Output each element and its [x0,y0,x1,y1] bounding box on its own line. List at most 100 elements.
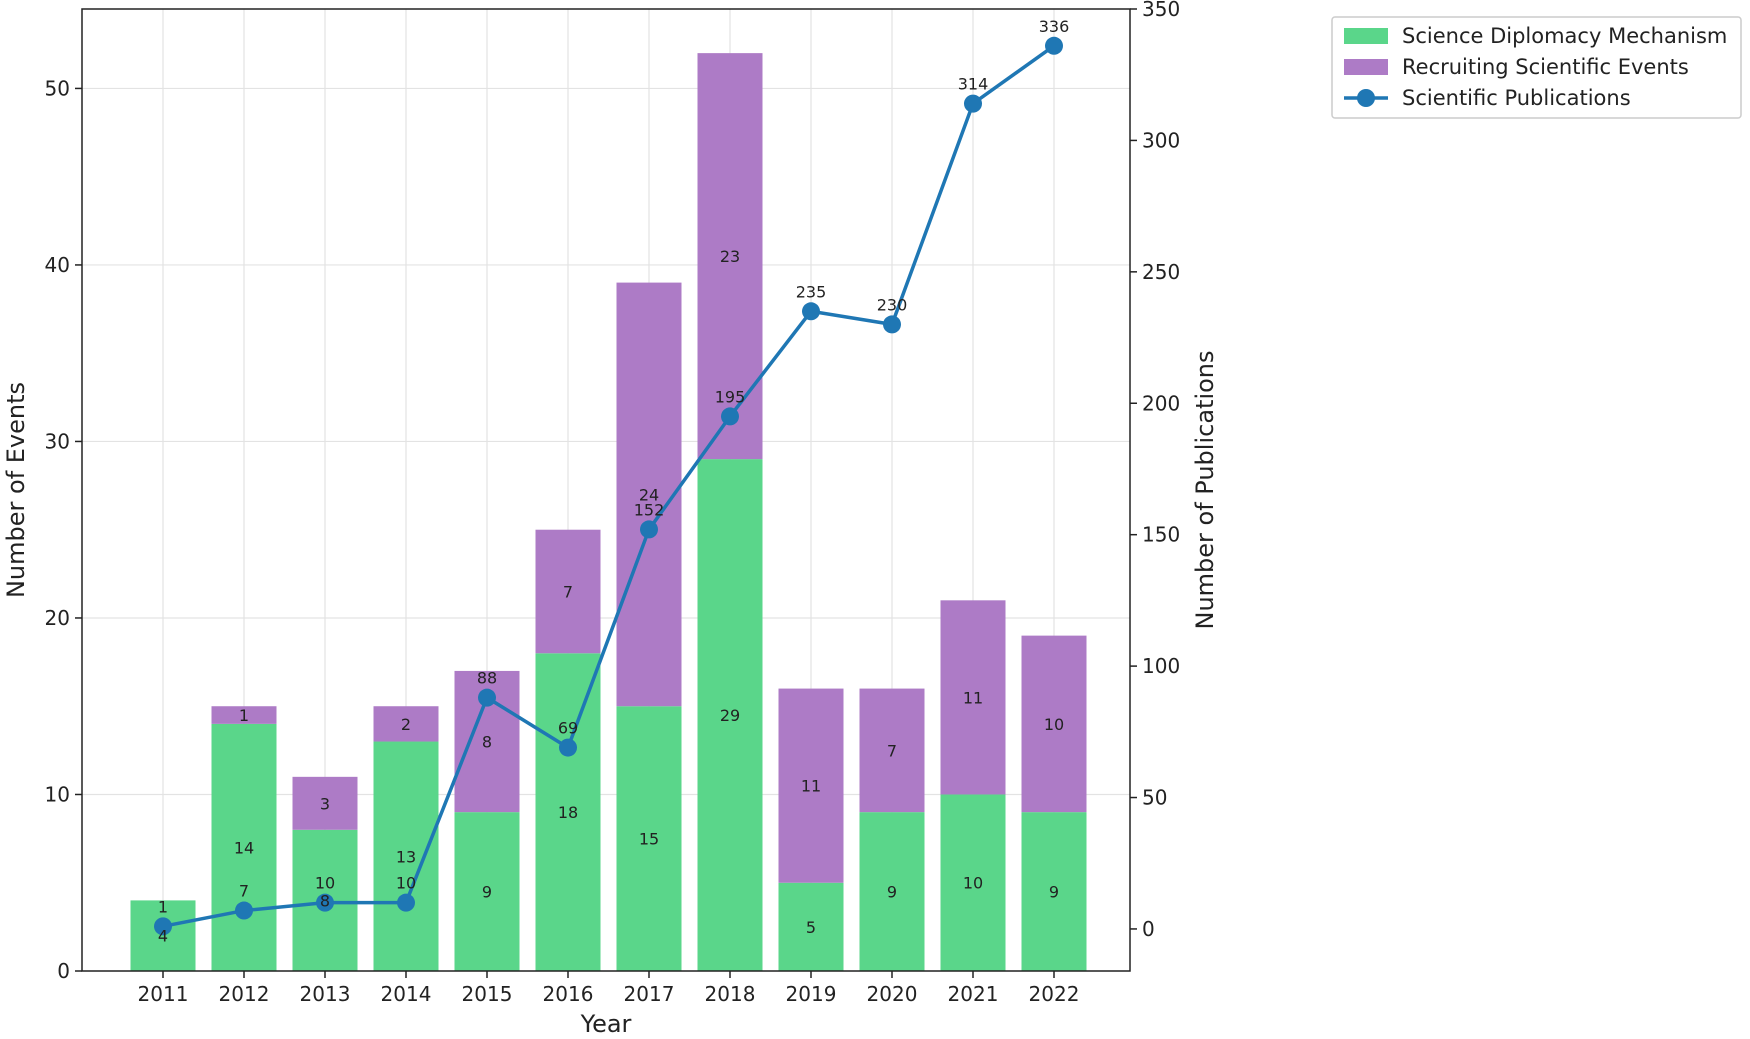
bar-recruiting-events-2021 [940,600,1006,795]
publications-point-2022 [1045,36,1063,55]
x-tick-label-2013: 2013 [300,982,351,1006]
bar-science-diplomacy-2012 [211,723,277,971]
x-tick-label-2022: 2022 [1029,982,1080,1006]
left-y-tick-label-0: 0 [57,959,70,983]
bar-science-diplomacy-2022 [1021,812,1087,971]
publications-point-2012 [235,901,253,920]
bar-science-diplomacy-2016 [535,653,601,971]
label-recruiting-events-2019: 11 [801,777,821,796]
left-y-tick-label-20: 20 [45,606,70,630]
label-recruiting-events-2016: 7 [563,582,573,601]
bar-recruiting-events-2018 [697,53,763,460]
publications-point-2015 [478,688,496,707]
bar-recruiting-events-2020 [859,688,925,813]
label-recruiting-events-2015: 8 [482,733,492,752]
legend-label-recruiting-events: Recruiting Scientific Events [1402,55,1689,79]
label-publications-2022: 336 [1039,17,1070,36]
label-recruiting-events-2012: 1 [239,706,249,725]
x-tick-label-2020: 2020 [867,982,918,1006]
legend-label-science-diplomacy: Science Diplomacy Mechanism [1402,24,1727,48]
right-y-tick-label-350: 350 [1142,0,1180,21]
publications-point-2021 [964,94,982,113]
label-science-diplomacy-2022: 9 [1049,883,1059,902]
right-y-tick-label-50: 50 [1142,786,1167,810]
label-science-diplomacy-2021: 10 [963,874,983,893]
left-y-tick-label-30: 30 [45,429,70,453]
x-tick-label-2019: 2019 [786,982,837,1006]
label-science-diplomacy-2019: 5 [806,918,816,937]
bar-science-diplomacy-2017 [616,706,682,971]
bar-recruiting-events-2016 [535,529,601,654]
publications-point-2017 [640,520,658,539]
bar-recruiting-events-2014 [373,706,439,742]
legend-marker-publications [1357,89,1375,107]
left-y-axis-title: Number of Events [2,382,30,598]
publications-point-2011 [154,917,172,936]
right-y-tick-label-100: 100 [1142,654,1180,678]
left-y-tick-label-40: 40 [45,253,70,277]
label-publications-2015: 88 [477,669,497,688]
publications-point-2020 [883,315,901,334]
right-y-tick-label-200: 200 [1142,391,1180,415]
label-recruiting-events-2017: 24 [639,485,659,504]
bar-recruiting-events-2022 [1021,635,1087,813]
publications-line-series [154,36,1063,936]
x-tick-label-2015: 2015 [462,982,513,1006]
label-publications-2020: 230 [877,295,908,314]
label-science-diplomacy-2018: 29 [720,706,740,725]
label-publications-2014: 10 [396,874,416,893]
legend-frame [1331,16,1742,119]
x-tick-label-2016: 2016 [543,982,594,1006]
x-axis-title: Year [580,1010,632,1038]
bar-recruiting-events-2019 [778,688,844,883]
label-science-diplomacy-2013: 8 [320,891,330,910]
publications-line [162,44,1056,929]
label-science-diplomacy-2015: 9 [482,883,492,902]
label-publications-2012: 7 [239,882,249,901]
legend: Science Diplomacy Mechanism Recruiting S… [1331,16,1742,119]
bar-science-diplomacy-2011 [130,900,196,971]
label-recruiting-events-2014: 2 [401,715,411,734]
publications-point-2019 [802,302,820,321]
bar-science-diplomacy-2019 [778,882,844,971]
left-y-tick-label-10: 10 [45,782,70,806]
right-y-tick-label-300: 300 [1142,128,1180,152]
label-recruiting-events-2018: 23 [720,247,740,266]
right-y-tick-label-0: 0 [1142,917,1155,941]
label-science-diplomacy-2012: 14 [234,838,254,857]
right-y-axis-title: Number of Publications [1191,350,1219,629]
bar-science-diplomacy-2015 [454,812,520,971]
label-science-diplomacy-2014: 13 [396,847,416,866]
bar-recruiting-events-2017 [616,282,682,707]
publications-point-2013 [316,893,334,912]
legend-swatch-recruiting-events [1344,59,1388,75]
label-science-diplomacy-2020: 9 [887,883,897,902]
plot-frame [81,8,1131,972]
label-publications-2019: 235 [796,282,827,301]
bar-recruiting-events-2013 [292,776,358,830]
label-recruiting-events-2021: 11 [963,688,983,707]
label-publications-2021: 314 [958,75,989,94]
label-publications-2016: 69 [558,719,578,738]
bar-science-diplomacy-2018 [697,459,763,971]
label-science-diplomacy-2017: 15 [639,830,659,849]
publications-point-2016 [559,738,577,757]
label-recruiting-events-2020: 7 [887,741,897,760]
bar-science-diplomacy-2020 [859,812,925,971]
label-recruiting-events-2022: 10 [1044,715,1064,734]
label-publications-2011: 1 [158,897,168,916]
x-tick-label-2021: 2021 [948,982,999,1006]
right-y-tick-label-150: 150 [1142,523,1180,547]
bar-science-diplomacy-2021 [940,794,1006,971]
publications-point-2018 [721,407,739,426]
x-tick-label-2011: 2011 [138,982,189,1006]
publications-point-2014 [397,893,415,912]
bars [130,53,1087,971]
bar-recruiting-events-2012 [211,706,277,724]
label-recruiting-events-2013: 3 [320,794,330,813]
left-y-tick-label-50: 50 [45,76,70,100]
x-tick-label-2017: 2017 [624,982,675,1006]
label-publications-2018: 195 [715,387,746,406]
